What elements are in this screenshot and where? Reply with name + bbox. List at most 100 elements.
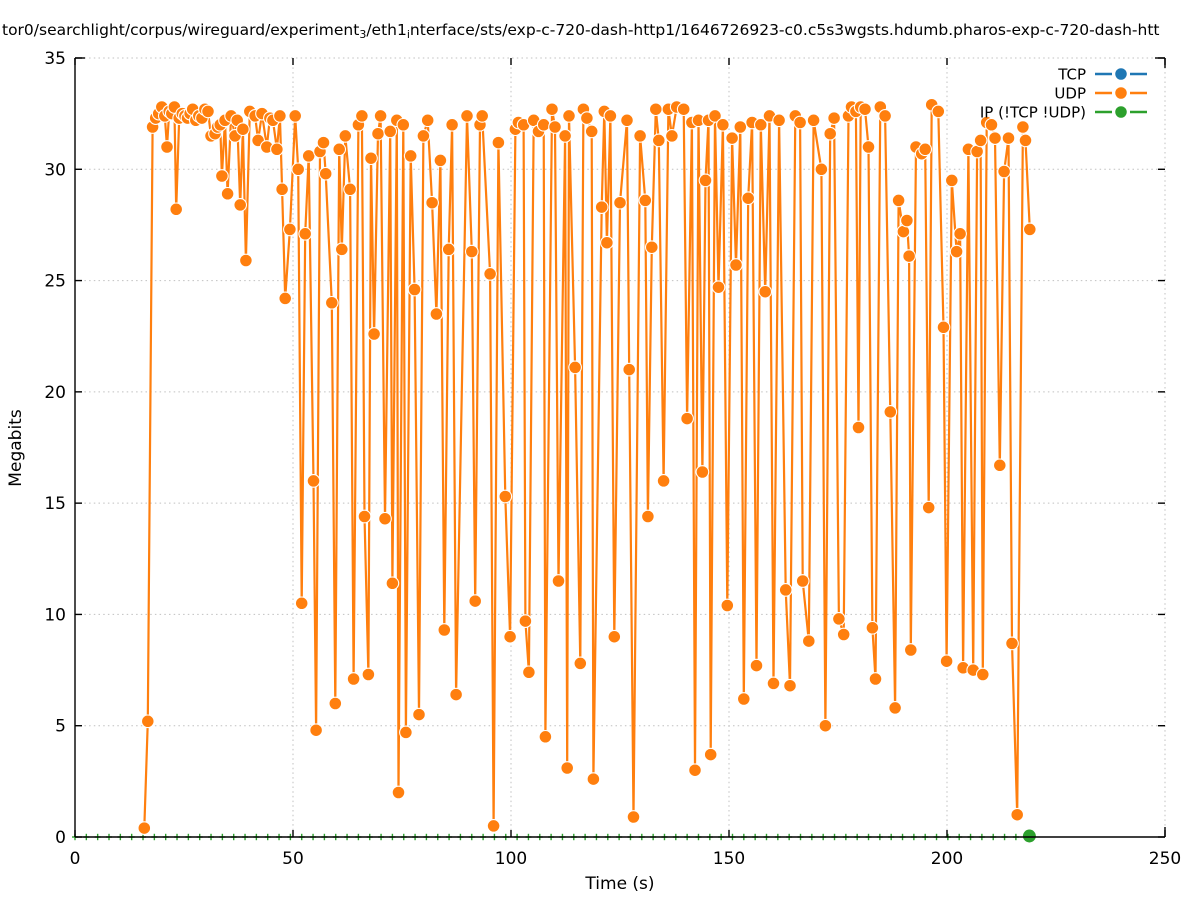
legend-marker-sample xyxy=(1114,105,1128,119)
udp-point xyxy=(562,109,576,123)
udp-point xyxy=(273,109,287,123)
udp-point xyxy=(215,169,229,183)
udp-point xyxy=(301,149,316,163)
udp-point xyxy=(891,193,906,208)
udp-point xyxy=(275,182,289,197)
udp-point xyxy=(318,166,333,181)
udp-point xyxy=(827,111,841,125)
udp-point xyxy=(903,643,918,657)
x-tick-label: 250 xyxy=(1149,849,1181,869)
udp-point xyxy=(878,109,892,123)
udp-point xyxy=(832,612,846,626)
y-tick-label: 10 xyxy=(44,605,66,625)
udp-point xyxy=(278,291,293,306)
udp-point xyxy=(201,104,215,119)
udp-point xyxy=(233,198,248,212)
x-tick-label: 200 xyxy=(931,849,963,869)
udp-point xyxy=(283,222,297,237)
udp-point xyxy=(944,173,959,188)
udp-point xyxy=(449,687,463,702)
udp-point xyxy=(997,164,1011,179)
udp-point xyxy=(294,596,309,611)
udp-point xyxy=(603,109,618,123)
udp-point xyxy=(973,133,988,148)
y-tick-label: 25 xyxy=(44,272,66,292)
udp-point xyxy=(626,810,641,824)
y-tick-label: 0 xyxy=(55,828,66,848)
udp-point xyxy=(729,258,743,272)
udp-point xyxy=(548,120,562,134)
udp-point xyxy=(749,658,764,673)
udp-point xyxy=(498,489,513,504)
udp-point xyxy=(795,574,810,588)
udp-point xyxy=(720,598,735,613)
x-tick-label: 0 xyxy=(70,849,81,869)
legend-entry: IP (!TCP !UDP) xyxy=(980,104,1147,122)
udp-point xyxy=(491,135,506,150)
x-tick-label: 150 xyxy=(713,849,745,869)
udp-point xyxy=(239,253,253,268)
udp-point xyxy=(676,102,691,117)
udp-point xyxy=(949,244,964,259)
udp-point xyxy=(425,195,439,210)
udp-point xyxy=(708,109,722,123)
udp-point xyxy=(580,111,594,125)
y-tick-label: 5 xyxy=(55,717,66,737)
udp-point xyxy=(558,129,572,143)
udp-point xyxy=(793,115,807,130)
udp-point xyxy=(468,594,483,608)
udp-point xyxy=(921,500,936,515)
udp-point xyxy=(772,113,786,128)
udp-point xyxy=(736,692,751,706)
udp-point xyxy=(306,474,321,488)
udp-point xyxy=(953,226,967,241)
udp-point xyxy=(988,131,1002,145)
udp-point xyxy=(902,249,916,263)
udp-point xyxy=(464,244,479,259)
udp-point xyxy=(316,135,331,150)
udp-point xyxy=(573,656,588,671)
udp-point xyxy=(680,411,694,426)
udp-point xyxy=(633,129,647,143)
udp-point xyxy=(641,509,655,524)
udp-point xyxy=(160,140,174,154)
chart-title: tor0/searchlight/corpus/wireguard/experi… xyxy=(2,21,1160,41)
udp-point xyxy=(741,191,756,206)
udp-point xyxy=(518,614,533,628)
udp-point xyxy=(536,117,551,132)
udp-point xyxy=(1005,636,1019,651)
udp-point xyxy=(236,122,250,137)
axes xyxy=(74,57,1166,838)
udp-point xyxy=(733,120,748,134)
udp-point xyxy=(309,723,323,738)
udp-point xyxy=(367,327,381,341)
udp-point xyxy=(545,102,559,117)
udp-point xyxy=(939,654,954,669)
udp-point xyxy=(551,574,566,588)
udp-point xyxy=(586,772,601,786)
udp-point xyxy=(992,458,1007,473)
udp-point xyxy=(538,729,553,744)
udp-point xyxy=(437,623,452,637)
udp-point xyxy=(753,117,768,132)
udp-point xyxy=(766,676,781,691)
udp-point xyxy=(703,747,718,762)
udp-point xyxy=(823,126,838,141)
udp-point xyxy=(638,193,653,208)
udp-point xyxy=(900,213,914,228)
udp-point xyxy=(522,665,536,680)
udp-point xyxy=(936,320,951,335)
udp-point xyxy=(169,202,184,217)
udp-point xyxy=(357,509,372,524)
udp-point xyxy=(818,718,833,733)
udp-point xyxy=(1022,222,1037,237)
x-tick-label: 50 xyxy=(282,849,304,869)
udp-point xyxy=(918,142,933,157)
udp-point xyxy=(324,295,339,310)
udp-point xyxy=(656,474,671,488)
udp-point xyxy=(429,307,444,321)
udp-point xyxy=(378,511,392,526)
data-series xyxy=(72,97,1037,844)
udp-point xyxy=(695,465,710,479)
